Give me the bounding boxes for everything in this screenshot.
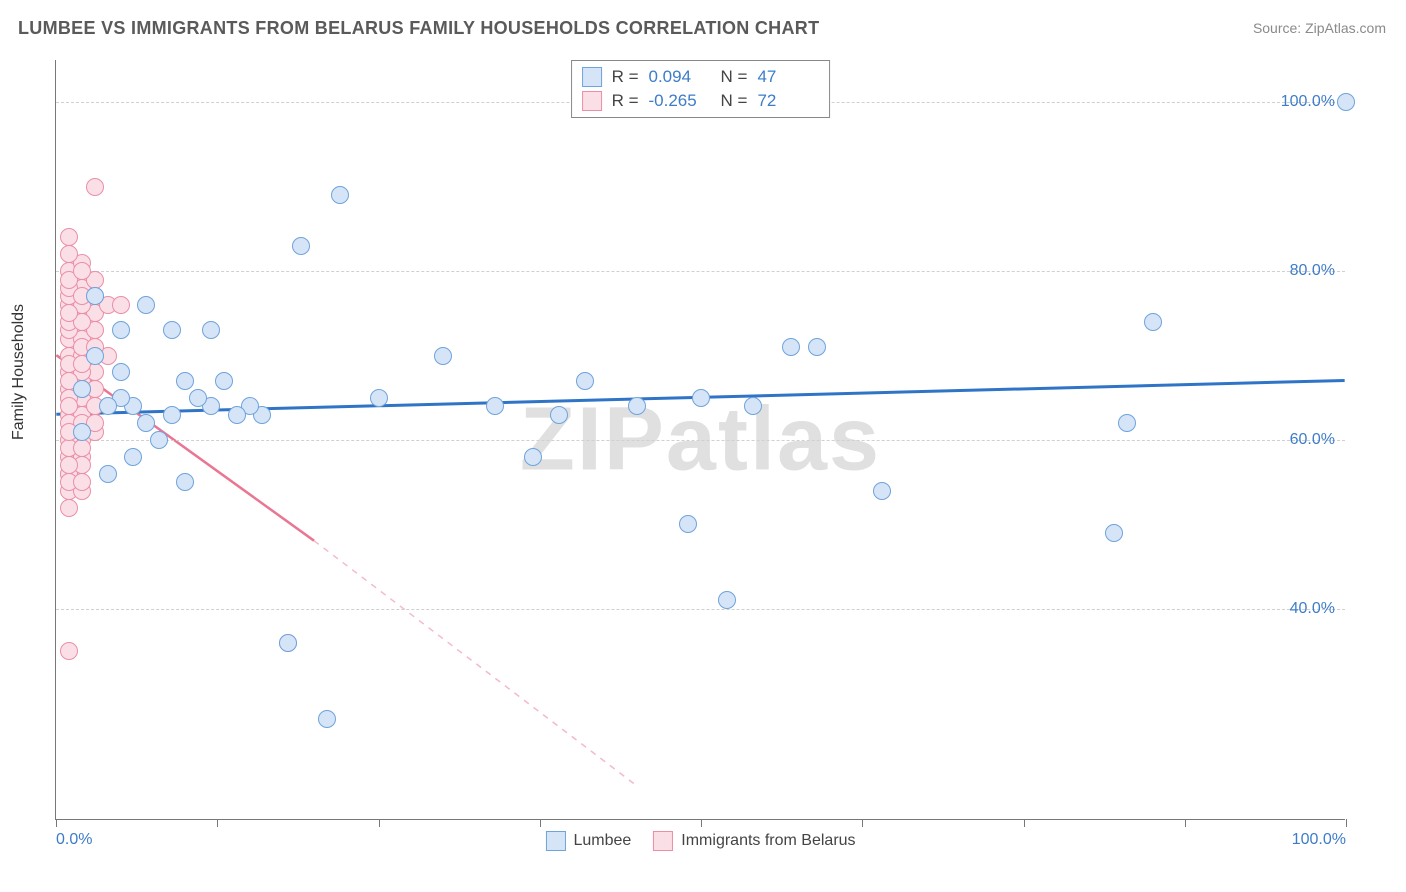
ytick-label: 80.0% bbox=[1290, 262, 1335, 280]
lumbee-n-value: 47 bbox=[757, 67, 819, 87]
xtick bbox=[1346, 819, 1347, 827]
xtick-label: 100.0% bbox=[1292, 831, 1346, 849]
lumbee-point bbox=[279, 634, 297, 652]
source-link[interactable]: ZipAtlas.com bbox=[1305, 20, 1386, 36]
belarus-point bbox=[60, 642, 78, 660]
lumbee-point bbox=[73, 423, 91, 441]
xtick bbox=[862, 819, 863, 827]
belarus-swatch bbox=[582, 91, 602, 111]
lumbee-point bbox=[434, 347, 452, 365]
lumbee-point bbox=[99, 397, 117, 415]
lumbee-point bbox=[318, 710, 336, 728]
belarus-point bbox=[112, 296, 130, 314]
legend-row-belarus: R = -0.265 N = 72 bbox=[582, 89, 820, 113]
lumbee-point bbox=[124, 448, 142, 466]
belarus-point bbox=[60, 228, 78, 246]
lumbee-r-value: 0.094 bbox=[649, 67, 711, 87]
lumbee-point bbox=[176, 473, 194, 491]
gridline bbox=[56, 440, 1345, 441]
belarus-point bbox=[60, 245, 78, 263]
belarus-point bbox=[73, 262, 91, 280]
ytick-label: 60.0% bbox=[1290, 431, 1335, 449]
lumbee-point bbox=[628, 397, 646, 415]
lumbee-point bbox=[86, 287, 104, 305]
xtick bbox=[217, 819, 218, 827]
ytick-label: 100.0% bbox=[1281, 93, 1335, 111]
r-label: R = bbox=[612, 67, 639, 87]
lumbee-point bbox=[228, 406, 246, 424]
lumbee-point bbox=[1337, 93, 1355, 111]
r-label: R = bbox=[612, 91, 639, 111]
n-label: N = bbox=[721, 67, 748, 87]
n-label: N = bbox=[721, 91, 748, 111]
lumbee-point bbox=[163, 406, 181, 424]
plot-area: ZIPatlas R = 0.094 N = 47 R = -0.265 N =… bbox=[55, 60, 1345, 820]
lumbee-point bbox=[370, 389, 388, 407]
lumbee-point bbox=[86, 347, 104, 365]
belarus-n-value: 72 bbox=[757, 91, 819, 111]
lumbee-point bbox=[73, 380, 91, 398]
series-legend: Lumbee Immigrants from Belarus bbox=[545, 831, 855, 851]
lumbee-label: Lumbee bbox=[573, 832, 631, 850]
xtick bbox=[1185, 819, 1186, 827]
lumbee-point bbox=[137, 414, 155, 432]
lumbee-point bbox=[576, 372, 594, 390]
lumbee-point bbox=[718, 591, 736, 609]
correlation-legend: R = 0.094 N = 47 R = -0.265 N = 72 bbox=[571, 60, 831, 118]
chart-title: LUMBEE VS IMMIGRANTS FROM BELARUS FAMILY… bbox=[18, 18, 819, 39]
belarus-point bbox=[60, 397, 78, 415]
xtick bbox=[56, 819, 57, 827]
belarus-r-value: -0.265 bbox=[649, 91, 711, 111]
legend-item-lumbee: Lumbee bbox=[545, 831, 631, 851]
lumbee-point bbox=[1118, 414, 1136, 432]
lumbee-point bbox=[202, 321, 220, 339]
lumbee-point bbox=[99, 465, 117, 483]
lumbee-point bbox=[679, 515, 697, 533]
lumbee-point bbox=[1144, 313, 1162, 331]
lumbee-point bbox=[215, 372, 233, 390]
lumbee-swatch-icon bbox=[545, 831, 565, 851]
lumbee-point bbox=[744, 397, 762, 415]
xtick bbox=[540, 819, 541, 827]
gridline bbox=[56, 609, 1345, 610]
legend-row-lumbee: R = 0.094 N = 47 bbox=[582, 65, 820, 89]
lumbee-point bbox=[189, 389, 207, 407]
lumbee-point bbox=[331, 186, 349, 204]
lumbee-point bbox=[150, 431, 168, 449]
y-axis-label: Family Households bbox=[10, 304, 28, 440]
belarus-point bbox=[86, 178, 104, 196]
belarus-label: Immigrants from Belarus bbox=[681, 832, 855, 850]
belarus-point bbox=[60, 499, 78, 517]
lumbee-point bbox=[137, 296, 155, 314]
belarus-swatch-icon bbox=[653, 831, 673, 851]
legend-item-belarus: Immigrants from Belarus bbox=[653, 831, 855, 851]
source-prefix: Source: bbox=[1253, 20, 1305, 36]
lumbee-point bbox=[292, 237, 310, 255]
ytick-label: 40.0% bbox=[1290, 600, 1335, 618]
lumbee-point bbox=[782, 338, 800, 356]
lumbee-point bbox=[1105, 524, 1123, 542]
belarus-point bbox=[73, 473, 91, 491]
lumbee-point bbox=[692, 389, 710, 407]
belarus-point bbox=[73, 439, 91, 457]
source-attribution: Source: ZipAtlas.com bbox=[1253, 20, 1386, 36]
lumbee-point bbox=[524, 448, 542, 466]
lumbee-point bbox=[112, 363, 130, 381]
lumbee-point bbox=[486, 397, 504, 415]
xtick bbox=[379, 819, 380, 827]
belarus-point bbox=[60, 456, 78, 474]
xtick bbox=[1024, 819, 1025, 827]
belarus-point bbox=[60, 304, 78, 322]
lumbee-point bbox=[873, 482, 891, 500]
xtick bbox=[701, 819, 702, 827]
gridline bbox=[56, 271, 1345, 272]
lumbee-point bbox=[112, 321, 130, 339]
xtick-label: 0.0% bbox=[56, 831, 92, 849]
lumbee-point bbox=[176, 372, 194, 390]
lumbee-point bbox=[808, 338, 826, 356]
trend-line bbox=[314, 541, 636, 786]
lumbee-point bbox=[163, 321, 181, 339]
lumbee-swatch bbox=[582, 67, 602, 87]
lumbee-point bbox=[550, 406, 568, 424]
